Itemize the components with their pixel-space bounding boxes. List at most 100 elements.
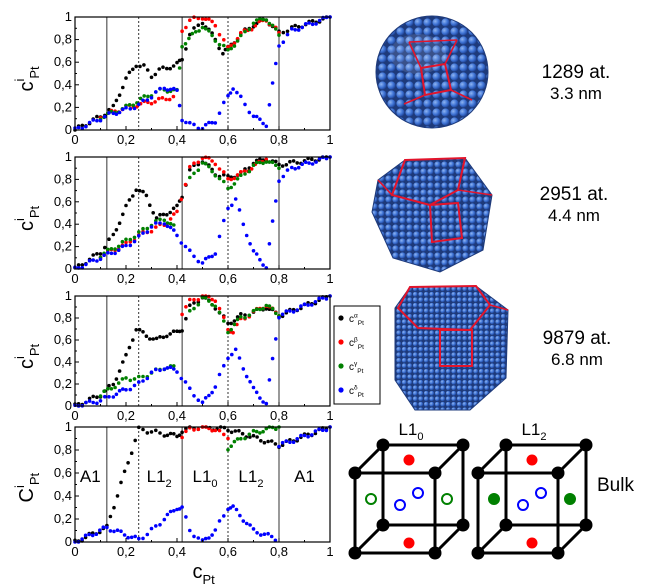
data-point (114, 377, 119, 381)
data-point (128, 107, 133, 111)
data-point (192, 394, 196, 398)
data-point (193, 30, 198, 34)
data-point (177, 433, 182, 438)
y-tick-label: 0,4 (54, 354, 72, 369)
data-point (154, 428, 158, 433)
data-point (188, 167, 192, 172)
data-point (299, 304, 303, 308)
data-point (192, 306, 196, 311)
data-point (231, 330, 235, 335)
data-point (300, 25, 305, 30)
data-point (217, 32, 222, 37)
data-point (203, 536, 208, 541)
data-point (106, 250, 110, 255)
data-point (158, 523, 162, 527)
data-point (280, 312, 285, 317)
data-point (320, 296, 325, 300)
data-point (264, 426, 269, 431)
data-point (226, 327, 230, 332)
data-point (172, 432, 176, 436)
data-point (207, 17, 211, 21)
data-point (303, 22, 308, 26)
y-tick-label: 0 (65, 534, 72, 549)
data-point (226, 436, 230, 441)
data-point (213, 23, 218, 28)
data-point (213, 174, 218, 178)
data-point (180, 435, 184, 440)
x-tick-label: 1 (326, 271, 333, 286)
data-point (258, 16, 262, 21)
data-point (124, 76, 128, 80)
y-axis-label-text: CiPt (12, 472, 42, 502)
data-point (120, 239, 125, 244)
data-point (222, 170, 226, 174)
data-point (113, 247, 117, 251)
data-point (213, 528, 218, 532)
data-point (241, 367, 246, 371)
data-point (149, 370, 154, 375)
data-point (239, 312, 243, 316)
data-point (154, 336, 159, 341)
plot-panel-9879: 00 0,2 0,2 0,4 0,4 0,6 0,6 0,8 0,8 1 1 ciPt (12, 288, 334, 423)
data-point (239, 170, 243, 174)
data-point (293, 23, 298, 28)
data-point (91, 400, 95, 405)
data-point (184, 305, 188, 309)
data-point (222, 100, 226, 105)
data-point (137, 188, 142, 193)
data-point (324, 428, 329, 433)
data-point (307, 161, 311, 165)
data-point (154, 90, 158, 94)
data-point (91, 253, 95, 257)
data-point (98, 257, 103, 262)
data-point (158, 221, 162, 225)
data-point (175, 209, 179, 214)
data-point (132, 383, 137, 388)
data-point (172, 509, 176, 513)
data-point (167, 97, 172, 102)
phase-label: L10 (193, 467, 218, 490)
data-point (313, 431, 318, 436)
data-point (109, 247, 114, 251)
data-point (124, 352, 128, 357)
bulk-unit-cells: L10 L12 (348, 420, 593, 560)
data-point (262, 532, 267, 536)
data-point (210, 33, 214, 38)
data-point (251, 249, 256, 253)
data-point (210, 533, 214, 537)
data-point (183, 244, 188, 249)
chart-legend: cαPt cβPt cγPt cδPt (333, 305, 381, 405)
data-point (244, 233, 249, 238)
data-point (243, 172, 247, 176)
data-point (121, 387, 125, 391)
data-point (188, 297, 192, 302)
data-point (158, 212, 162, 217)
data-point (210, 159, 214, 163)
data-point (172, 367, 176, 371)
y-axis-label-text: ciPt (12, 343, 42, 369)
data-point (165, 88, 170, 92)
data-point (274, 427, 278, 432)
data-point (192, 161, 196, 165)
data-point (226, 356, 230, 361)
data-point (101, 525, 106, 529)
data-point (154, 216, 159, 220)
data-point (296, 25, 301, 29)
data-point (285, 32, 290, 37)
data-point (229, 43, 233, 48)
data-point (171, 206, 176, 211)
data-point (274, 163, 278, 167)
data-point (288, 159, 292, 164)
data-point (226, 93, 230, 98)
data-point (188, 308, 192, 313)
data-point (149, 225, 154, 229)
data-point (154, 225, 158, 229)
data-point (226, 321, 230, 326)
data-point (235, 315, 240, 319)
data-point (280, 440, 285, 445)
legend-marker (338, 315, 344, 321)
data-point (207, 29, 211, 33)
data-point (114, 228, 119, 232)
data-point (232, 176, 237, 181)
data-point (203, 27, 208, 31)
